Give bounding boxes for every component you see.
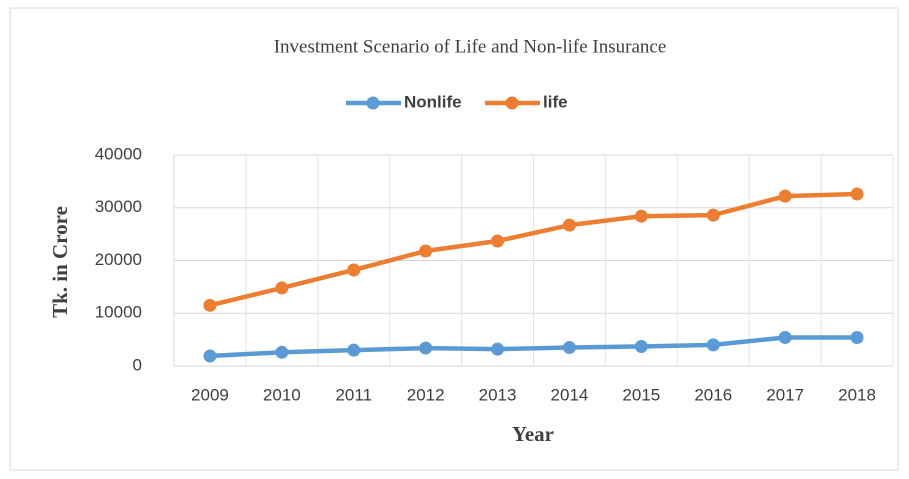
y-tick-label: 40000 (95, 144, 142, 163)
y-tick-label: 20000 (95, 250, 142, 269)
marker (491, 234, 505, 248)
marker (419, 244, 433, 258)
marker (850, 331, 864, 345)
legend-label: life (543, 92, 568, 111)
chart-frame (9, 7, 899, 471)
marker (778, 331, 792, 345)
x-tick-label: 2010 (263, 385, 301, 404)
marker (850, 187, 864, 201)
x-tick-label: 2009 (191, 385, 229, 404)
line (209, 191, 858, 308)
marker (634, 339, 648, 353)
y-tick-label: 0 (133, 355, 142, 374)
x-tick-label: 2015 (622, 385, 660, 404)
marker (562, 218, 576, 232)
marker (203, 349, 217, 363)
legend-marker (366, 96, 380, 110)
x-axis-label: Year (512, 422, 554, 446)
marker (562, 341, 576, 355)
x-tick-label: 2011 (335, 385, 372, 404)
x-tick-label: 2018 (838, 385, 876, 404)
y-axis-label: Tk. in Crore (48, 206, 72, 318)
chart-title: Investment Scenario of Life and Non-life… (274, 36, 667, 57)
marker (491, 342, 505, 356)
marker (275, 345, 289, 359)
x-tick-label: 2012 (407, 385, 445, 404)
marker (706, 208, 720, 222)
x-tick-label: 2014 (551, 385, 589, 404)
legend-marker (505, 96, 519, 110)
marker (347, 343, 361, 357)
x-tick-label: 2016 (694, 385, 732, 404)
marker (706, 338, 720, 352)
y-tick-label: 10000 (95, 303, 142, 322)
marker (778, 189, 792, 203)
x-tick-label: 2017 (766, 385, 804, 404)
y-tick-label: 30000 (95, 197, 142, 216)
marker (419, 341, 433, 355)
line (209, 335, 858, 359)
marker (347, 263, 361, 277)
marker (634, 209, 648, 223)
marker (203, 298, 217, 312)
legend-label: Nonlife (404, 92, 462, 111)
marker (275, 281, 289, 295)
x-tick-label: 2013 (479, 385, 517, 404)
